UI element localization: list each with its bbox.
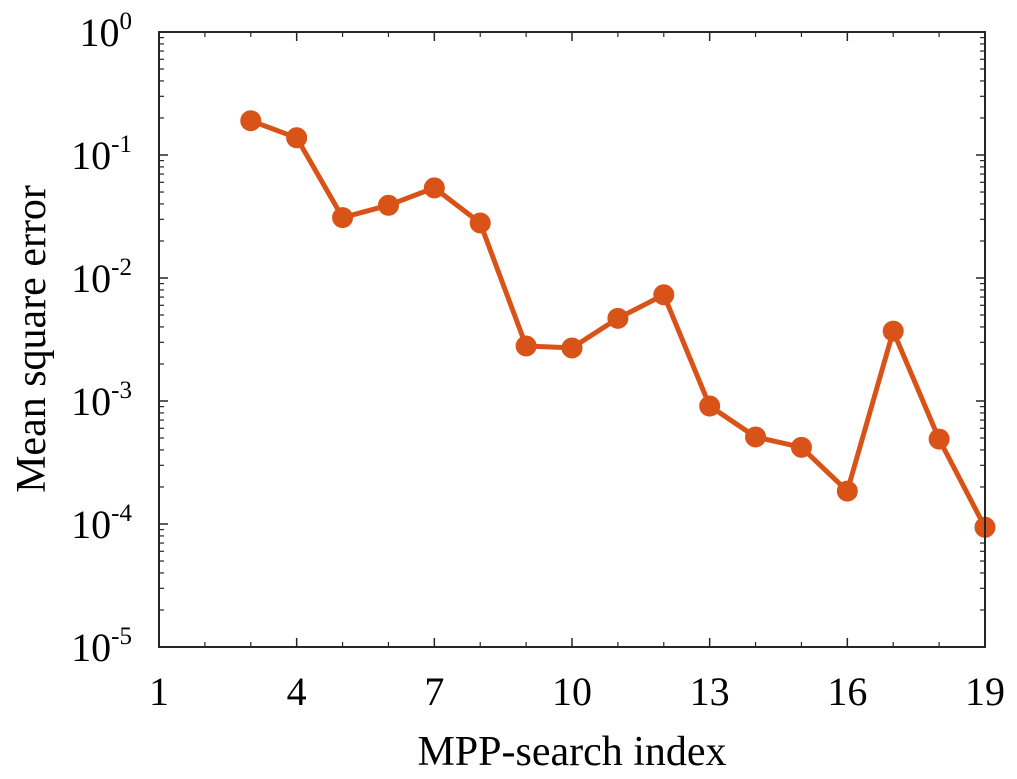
x-tick-labels: 1 4 7 10 13 16 19 [149, 669, 1005, 714]
data-point [836, 480, 858, 502]
data-point [928, 428, 950, 450]
y-tick-label-exponent: -3 [111, 377, 132, 404]
data-point [515, 335, 537, 357]
data-point [377, 194, 399, 216]
y-tick-label-exponent: -2 [111, 254, 132, 281]
y-tick-label-base: 10 [80, 10, 120, 55]
y-tick-label: 10-4 [71, 500, 132, 547]
series-layer [240, 110, 996, 538]
y-tick-label: 10-5 [71, 623, 132, 670]
y-tick-label-exponent: 0 [120, 8, 133, 35]
x-tick-label: 1 [149, 669, 169, 714]
y-tick-label: 10-1 [71, 131, 132, 178]
y-tick-label-exponent: -1 [111, 131, 132, 158]
y-tick-label: 100 [80, 8, 133, 55]
data-point [882, 320, 904, 342]
y-tick-label-base: 10 [71, 502, 111, 547]
x-tick-label: 16 [827, 669, 867, 714]
y-tick-label: 10-2 [71, 254, 132, 301]
data-point [423, 177, 445, 199]
data-point [469, 212, 491, 234]
y-tick-label-base: 10 [71, 256, 111, 301]
y-tick-label-base: 10 [71, 625, 111, 670]
data-point [790, 436, 812, 458]
y-tick-label-exponent: -4 [111, 500, 132, 527]
y-tick-label: 10-3 [71, 377, 132, 424]
data-point [653, 284, 675, 306]
y-tick-label-base: 10 [71, 379, 111, 424]
y-axis-title: Mean square error [9, 185, 55, 493]
y-tick-label-base: 10 [71, 133, 111, 178]
x-tick-label: 4 [287, 669, 307, 714]
data-point [699, 395, 721, 417]
data-point [240, 110, 262, 132]
data-point [332, 207, 354, 229]
x-tick-label: 19 [965, 669, 1005, 714]
data-point [745, 426, 767, 448]
y-tick-label-exponent: -5 [111, 623, 132, 650]
plot-frame [158, 31, 986, 648]
x-tick-label: 13 [690, 669, 730, 714]
data-point [607, 307, 629, 329]
data-point [561, 337, 583, 359]
x-tick-label: 10 [552, 669, 592, 714]
x-tick-label: 7 [424, 669, 444, 714]
data-point [286, 127, 308, 149]
x-axis-title: MPP-search index [417, 729, 726, 775]
